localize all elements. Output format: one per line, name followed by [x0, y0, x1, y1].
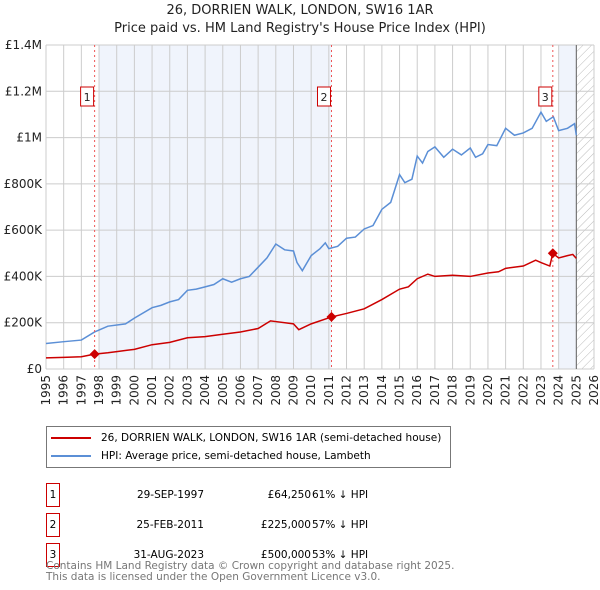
- x-tick-label: 2014: [375, 375, 389, 406]
- x-tick-label: 2004: [198, 375, 212, 406]
- sale-point: [547, 248, 558, 259]
- sale-price: £500,000: [260, 549, 311, 561]
- y-tick-label: £800K: [4, 177, 44, 191]
- footer-line: Contains HM Land Registry data © Crown c…: [46, 560, 455, 572]
- x-tick-label: 1995: [39, 375, 53, 406]
- legend-item-property: 26, DORRIEN WALK, LONDON, SW16 1AR (semi…: [51, 430, 441, 446]
- plot-area: 1995 1996 1997 1998 1999 2000 2001 2002 2003 2004…: [4, 38, 600, 406]
- chart-title: 26, DORRIEN WALK, LONDON, SW16 1AR: [166, 3, 434, 18]
- series-line-property: [45, 251, 577, 359]
- x-tick-label: 2008: [269, 375, 283, 406]
- sale-label-box: [80, 86, 95, 107]
- y-tick-label: £1.2M: [5, 84, 42, 98]
- x-tick-label: 2002: [163, 375, 177, 406]
- x-tick-label: 2003: [180, 375, 194, 406]
- sale-price: £64,250: [267, 489, 311, 501]
- sale-point: [326, 311, 337, 322]
- series-line-hpi: [45, 110, 578, 345]
- x-tick-label: 2016: [410, 375, 424, 406]
- shaded-period-2: [558, 45, 577, 369]
- footer-line: This data is licensed under the Open Gov…: [46, 571, 381, 583]
- sale-date: 25-FEB-2011: [136, 519, 204, 531]
- x-tick-label: 2017: [428, 375, 442, 406]
- legend: 26, DORRIEN WALK, LONDON, SW16 1AR (semi…: [46, 426, 451, 468]
- sale-row: 3 31-AUG-2023 £500,000 53% ↓ HPI: [46, 543, 446, 567]
- legend-label: 26, DORRIEN WALK, LONDON, SW16 1AR (semi…: [101, 432, 442, 444]
- y-tick-label: £400K: [4, 269, 44, 283]
- x-tick-label: 2010: [304, 375, 318, 406]
- sale-label-box: [316, 86, 331, 107]
- sale-price: £225,000: [260, 519, 311, 531]
- sale-point: [89, 349, 100, 360]
- x-tick-label: 2015: [393, 375, 407, 406]
- shaded-period-1: [99, 45, 332, 369]
- y-tick-label: £1M: [16, 131, 42, 145]
- x-tick-label: 1996: [57, 375, 71, 406]
- x-tick-label: 2012: [340, 375, 354, 406]
- sale-label: 1: [84, 91, 91, 104]
- sale-label: 2: [320, 91, 327, 104]
- x-tick-label: 2018: [446, 375, 460, 406]
- x-tick-label: 2007: [251, 375, 265, 406]
- x-tick-label: 2025: [569, 375, 583, 406]
- x-tick-label: 2000: [127, 375, 141, 406]
- x-tick-label: 2021: [499, 375, 513, 406]
- sale-row: 1 29-SEP-1997 £64,250 61% ↓ HPI: [46, 483, 446, 507]
- sale-label: 3: [542, 91, 549, 104]
- forecast-hatch: [576, 45, 594, 369]
- x-tick-label: 2026: [587, 375, 600, 406]
- legend-label: HPI: Average price, semi-detached house,…: [101, 450, 371, 462]
- y-tick-label: £1.4M: [5, 38, 42, 52]
- x-tick-label: 2022: [516, 375, 530, 406]
- x-tick-label: 2009: [286, 375, 300, 406]
- sale-number: 3: [46, 543, 60, 567]
- footer: Contains HM Land Registry data © Crown c…: [46, 561, 454, 583]
- y-tick-label: £0: [27, 362, 42, 376]
- sale-hpi-diff: 53% ↓ HPI: [312, 549, 369, 561]
- sale-number: 2: [46, 513, 60, 537]
- x-tick-label: 2024: [552, 375, 566, 406]
- sale-hpi-diff: 57% ↓ HPI: [312, 519, 369, 531]
- chart-subtitle: Price paid vs. HM Land Registry's House …: [114, 21, 486, 36]
- legend-item-hpi: HPI: Average price, semi-detached house,…: [51, 448, 371, 464]
- x-tick-label: 2005: [216, 375, 230, 406]
- x-tick-label: 2001: [145, 375, 159, 406]
- x-tick-label: 2023: [534, 375, 548, 406]
- x-tick-label: 1998: [92, 375, 106, 406]
- sale-hpi-diff: 61% ↓ HPI: [312, 489, 369, 501]
- sale-date: 29-SEP-1997: [136, 489, 204, 501]
- y-tick-label: £200K: [4, 316, 44, 330]
- sale-row: 2 25-FEB-2011 £225,000 57% ↓ HPI: [46, 513, 446, 537]
- x-tick-label: 2013: [357, 375, 371, 406]
- x-tick-label: 1997: [74, 375, 88, 406]
- legend-swatch-blue: [51, 455, 91, 457]
- x-tick-label: 2006: [233, 375, 247, 406]
- x-tick-label: 1999: [110, 375, 124, 406]
- x-tick-label: 2019: [463, 375, 477, 406]
- sale-date: 31-AUG-2023: [133, 549, 204, 561]
- sale-number: 1: [46, 483, 60, 507]
- x-tick-label: 2011: [322, 375, 336, 406]
- sale-label-box: [538, 86, 553, 107]
- legend-swatch-red: [51, 437, 91, 439]
- y-tick-label: £600K: [4, 223, 44, 237]
- x-tick-label: 2020: [481, 375, 495, 406]
